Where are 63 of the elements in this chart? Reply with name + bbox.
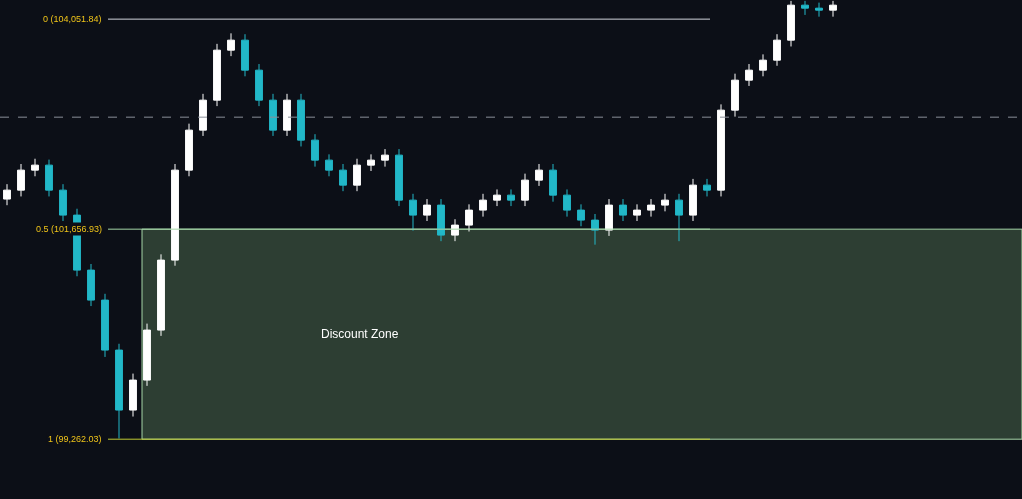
candlestick	[269, 93, 277, 137]
candlestick	[157, 253, 165, 337]
candlestick	[647, 198, 655, 218]
candlestick	[521, 173, 529, 207]
candlestick	[759, 53, 767, 77]
candlestick	[815, 2, 823, 18]
candlestick	[591, 213, 599, 246]
candlestick	[451, 218, 459, 242]
candlestick	[255, 63, 263, 107]
candlestick	[577, 203, 585, 227]
candlestick	[689, 178, 697, 222]
ref-line-label: 1 (99,262.03)	[48, 434, 102, 444]
candlestick	[773, 33, 781, 67]
candlestick	[801, 0, 809, 16]
candlestick	[605, 198, 613, 237]
band-label: Discount Zone	[321, 327, 399, 341]
candlestick	[829, 0, 837, 18]
candlestick	[535, 163, 543, 187]
candlestick	[619, 198, 627, 222]
candlestick	[437, 198, 445, 242]
candlestick	[507, 188, 515, 207]
candlestick	[17, 163, 25, 197]
candlestick	[353, 158, 361, 192]
candlestick	[731, 73, 739, 118]
candlestick	[101, 293, 109, 358]
candlestick	[199, 93, 207, 137]
candlestick	[339, 163, 347, 192]
candlestick	[493, 188, 501, 207]
candlestick	[45, 159, 53, 197]
candlestick	[283, 93, 291, 137]
candlestick	[745, 63, 753, 87]
candlestick	[115, 343, 123, 439]
candlestick	[395, 148, 403, 207]
candlestick	[675, 193, 683, 242]
candlestick	[227, 32, 235, 57]
candlestick	[325, 153, 333, 177]
candlestick	[311, 133, 319, 168]
candlestick	[381, 148, 389, 168]
candlestick	[185, 123, 193, 177]
candlestick	[59, 183, 67, 222]
candlestick	[297, 93, 305, 147]
candlestick	[129, 373, 137, 418]
candlestick	[143, 323, 151, 387]
candlestick	[409, 193, 417, 232]
candlestick	[787, 0, 795, 47]
candlestick	[3, 183, 11, 206]
candlestick	[549, 163, 557, 203]
candlestick	[479, 193, 487, 218]
ref-line-label: 0 (104,051.84)	[43, 14, 102, 24]
candlestick	[633, 203, 641, 222]
candlestick	[31, 158, 39, 177]
candlestick	[717, 103, 725, 197]
candlestick	[703, 178, 711, 197]
candlestick	[661, 193, 669, 212]
candlestick	[241, 33, 249, 77]
ref-line-label: 0.5 (101,656.93)	[36, 224, 103, 234]
candlestick	[87, 263, 95, 307]
candlestick	[213, 43, 221, 107]
candlestick	[423, 198, 431, 222]
candlestick	[171, 163, 179, 267]
candlestick	[563, 188, 571, 218]
candlestick	[465, 203, 473, 233]
candlestick	[367, 153, 375, 172]
